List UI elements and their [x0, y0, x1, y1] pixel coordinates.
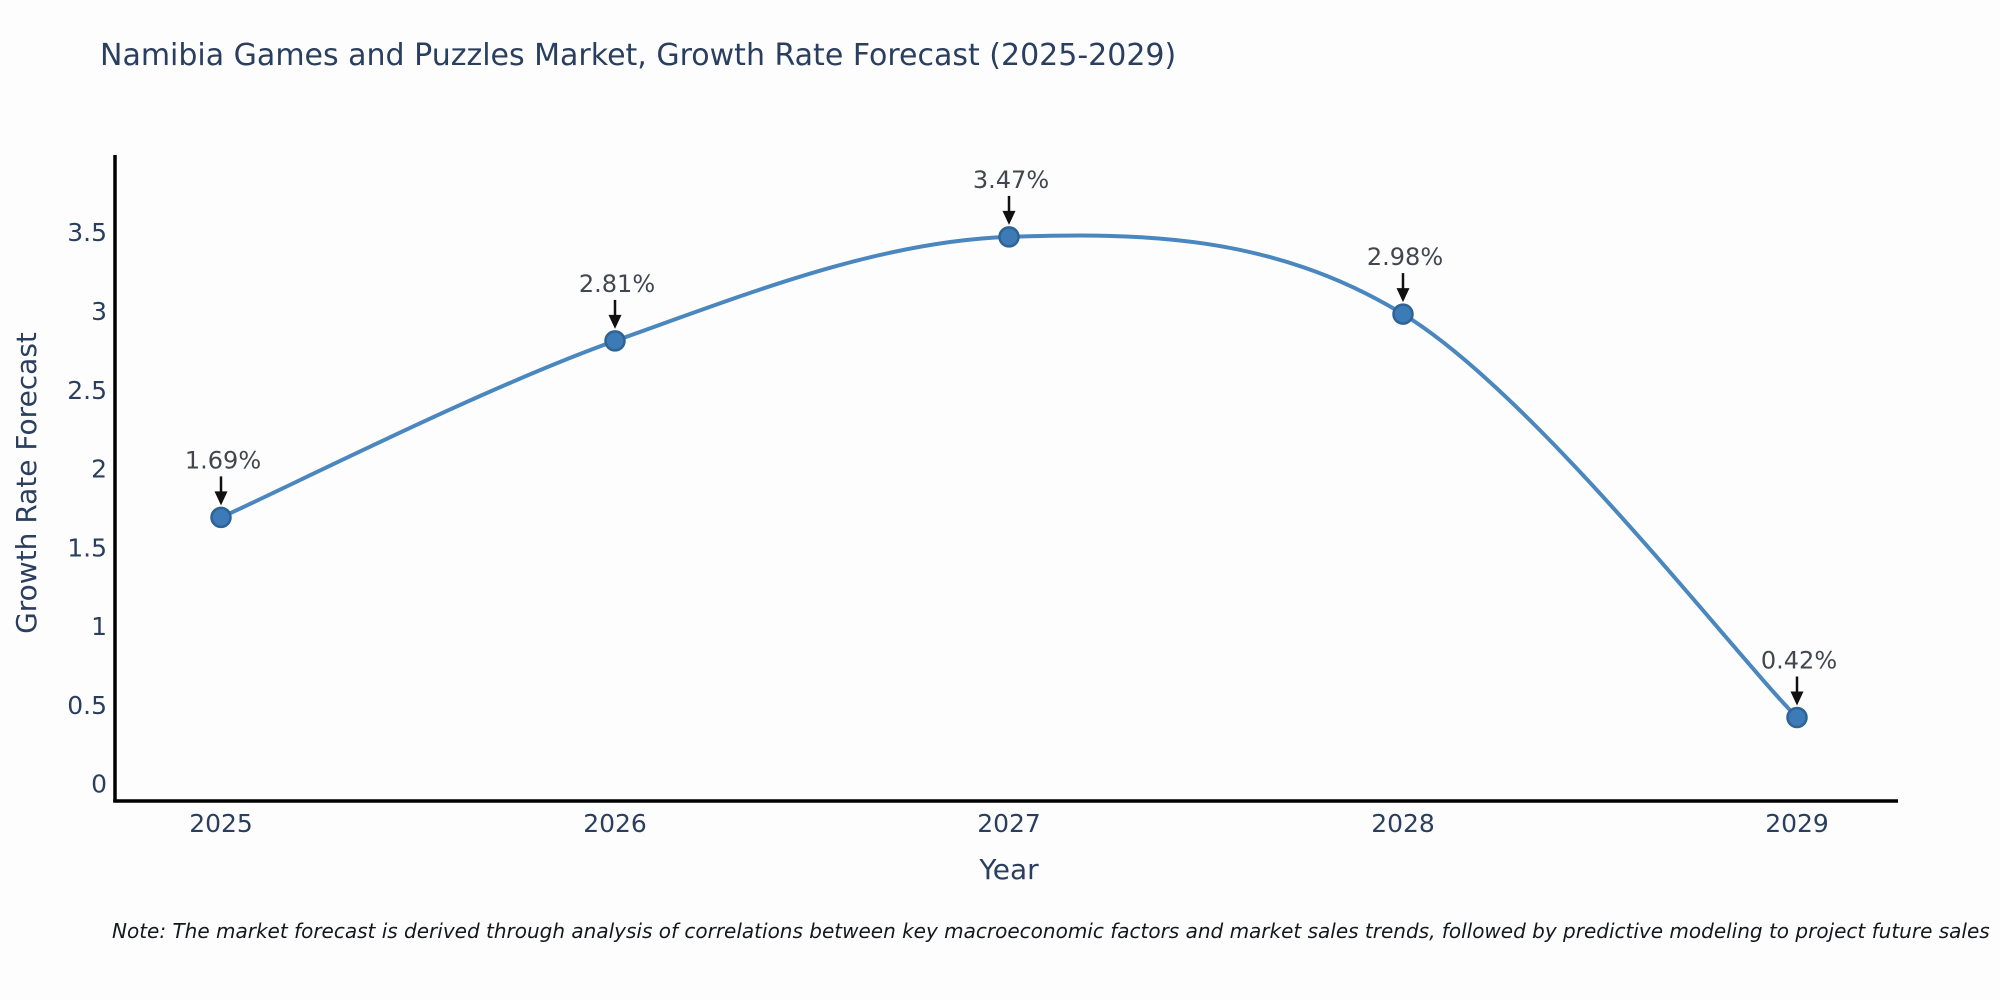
x-axis-tick-label: 2028 [1371, 809, 1435, 838]
annotation-arrowhead-icon [1002, 210, 1016, 225]
data-point-marker[interactable] [1786, 706, 1808, 729]
x-axis-tick-label: 2025 [189, 809, 253, 838]
y-axis-tick-label: 1 [91, 612, 107, 641]
data-point-marker[interactable] [210, 506, 232, 529]
x-axis-tick-label: 2026 [583, 809, 647, 838]
chart-title: Namibia Games and Puzzles Market, Growth… [100, 38, 1177, 73]
y-axis-tick-label: 0.5 [67, 691, 107, 720]
data-point-marker[interactable] [604, 330, 626, 352]
y-axis-tick-label: 3.5 [67, 218, 107, 247]
y-axis-tick-label: 2.5 [67, 376, 107, 405]
y-axis-tick-label: 0 [91, 770, 107, 799]
annotation-label: 3.47% [973, 166, 1049, 194]
x-axis-title: Year [978, 853, 1039, 886]
footnote: Note: The market forecast is derived thr… [112, 919, 1990, 943]
y-axis-tick-label: 3 [91, 297, 107, 326]
annotation-label: 2.98% [1367, 243, 1443, 271]
annotation-arrowhead-icon [608, 314, 622, 329]
annotation-arrowhead-icon [214, 491, 228, 506]
annotation-arrowhead-icon [1790, 691, 1804, 706]
annotation-label: 2.81% [579, 270, 655, 298]
annotation-label: 1.69% [185, 446, 261, 474]
x-axis-tick-label: 2029 [1765, 809, 1829, 838]
y-axis-title: Growth Rate Forecast [10, 332, 43, 634]
x-axis-tick-label: 2027 [977, 809, 1041, 838]
growth-rate-trend-line [219, 233, 1799, 720]
annotation-label: 0.42% [1761, 647, 1837, 675]
y-axis-tick-label: 1.5 [67, 533, 107, 562]
data-point-marker[interactable] [998, 226, 1020, 248]
annotation-arrowhead-icon [1396, 288, 1410, 303]
y-axis-tick-label: 2 [91, 455, 107, 484]
data-point-marker[interactable] [1392, 303, 1414, 325]
